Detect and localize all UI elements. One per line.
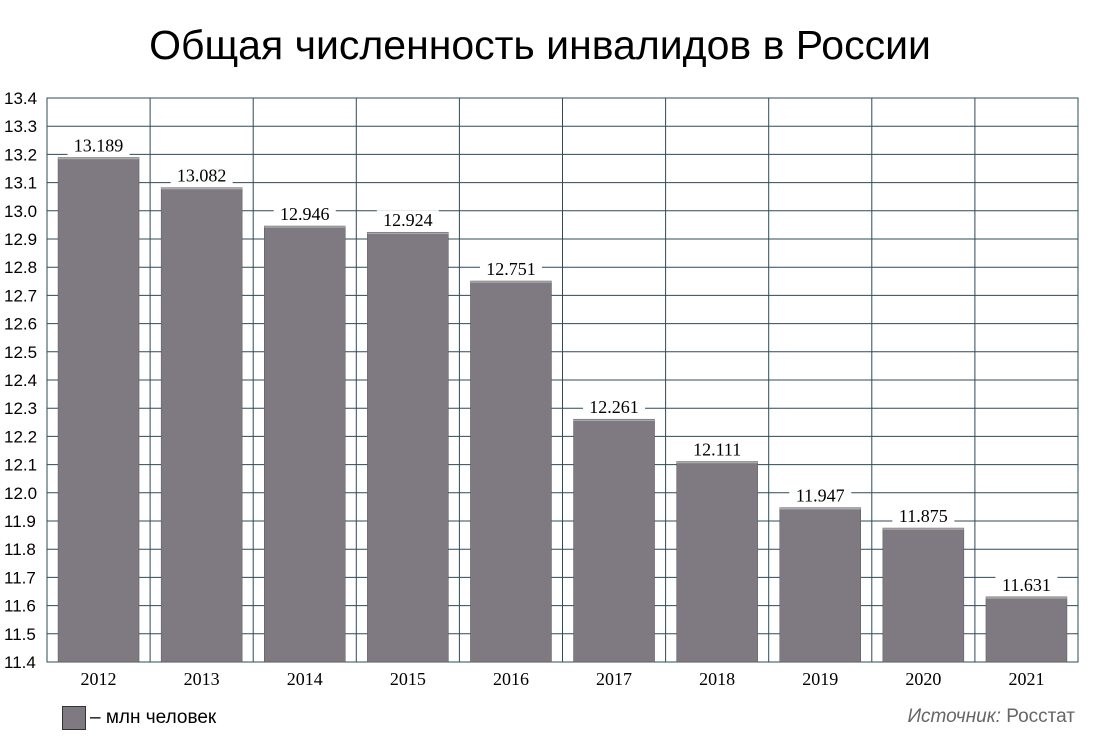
value-label: 11.631 (1002, 575, 1051, 595)
value-label-bg (273, 204, 336, 225)
y-tick-label: 11.5 (4, 625, 36, 644)
legend-swatch (62, 706, 86, 730)
value-label: 13.189 (74, 136, 124, 156)
source-value: Росстат (1006, 706, 1075, 727)
y-tick-label: 12.3 (4, 399, 37, 418)
y-tick-label: 12.1 (4, 456, 37, 475)
legend-label: – млн человек (90, 707, 217, 728)
value-label: 12.946 (280, 204, 330, 224)
value-label-bg (789, 485, 852, 506)
value-label-bg (67, 135, 130, 156)
x-tick-label: 2018 (699, 669, 735, 689)
x-tick-label: 2015 (390, 669, 426, 689)
y-tick-label: 12.2 (4, 427, 37, 446)
value-label-bg (170, 165, 233, 186)
x-tick-label: 2012 (81, 669, 117, 689)
x-tick-label: 2017 (596, 669, 632, 689)
y-tick-label: 13.4 (4, 89, 37, 108)
bars (57, 157, 1068, 663)
y-tick-label: 11.8 (4, 540, 36, 559)
x-tick-label: 2020 (905, 669, 941, 689)
y-tick-label: 12.4 (4, 371, 37, 390)
value-label-bg (583, 397, 646, 418)
y-tick-label: 13.0 (4, 202, 37, 221)
value-label: 12.924 (383, 210, 433, 230)
y-tick-label: 11.4 (4, 653, 36, 672)
x-tick-label: 2014 (287, 669, 323, 689)
x-tick-label: 2019 (802, 669, 838, 689)
y-tick-label: 12.6 (4, 315, 37, 334)
bar-2014 (264, 225, 346, 663)
y-tick-label: 12.5 (4, 343, 37, 362)
value-label-bg (479, 259, 542, 280)
y-axis-ticks: 11.4 11.5 11.6 11.7 11.8 11.9 12.0 12.1 12.2 12.3… (4, 89, 37, 672)
bar-2013 (160, 187, 243, 663)
bar-2017 (573, 418, 655, 663)
value-labels: 13.189 13.082 12.946 12.924 12.751 12.261 12.1… (67, 135, 1058, 595)
source-label: Источник: (907, 706, 1001, 727)
value-label-bg (686, 439, 749, 460)
y-tick-label: 11.7 (4, 568, 36, 587)
value-label: 11.875 (899, 506, 948, 526)
y-tick-label: 13.2 (4, 145, 37, 164)
value-label: 13.082 (177, 166, 227, 186)
x-tick-label: 2021 (1008, 669, 1044, 689)
y-tick-label: 12.7 (4, 286, 37, 305)
y-tick-label: 11.6 (4, 597, 36, 616)
y-tick-label: 12.8 (4, 258, 37, 277)
value-label: 12.261 (589, 397, 639, 417)
bar-2016 (470, 280, 552, 663)
value-label-bg (995, 574, 1058, 595)
value-label: 12.111 (693, 439, 741, 459)
bar-2015 (367, 231, 449, 663)
plot-frame (46, 97, 1079, 663)
value-label-bg (892, 506, 955, 527)
y-tick-label: 12.0 (4, 484, 37, 503)
x-tick-label: 2016 (493, 669, 529, 689)
legend: – млн человек (62, 706, 216, 730)
bar-2012 (57, 157, 140, 663)
source-note: Источник: Росстат (907, 706, 1075, 728)
value-label-bg (376, 210, 439, 231)
y-tick-label: 13.3 (4, 117, 37, 136)
value-label: 12.751 (486, 259, 536, 279)
chart-title: Общая численность инвалидов в России (149, 22, 931, 68)
x-tick-label: 2013 (184, 669, 220, 689)
y-tick-label: 11.9 (4, 512, 36, 531)
bar-2021 (985, 596, 1068, 663)
bar-2018 (676, 461, 758, 663)
y-tick-label: 13.1 (4, 174, 37, 193)
bar-2019 (779, 507, 861, 663)
bar-2020 (882, 527, 965, 663)
x-axis-ticks: 2012 2013 2014 2015 2016 2017 2018 2019 2020 2021 (81, 669, 1045, 689)
y-tick-label: 12.9 (4, 230, 37, 249)
value-label: 11.947 (796, 486, 845, 506)
